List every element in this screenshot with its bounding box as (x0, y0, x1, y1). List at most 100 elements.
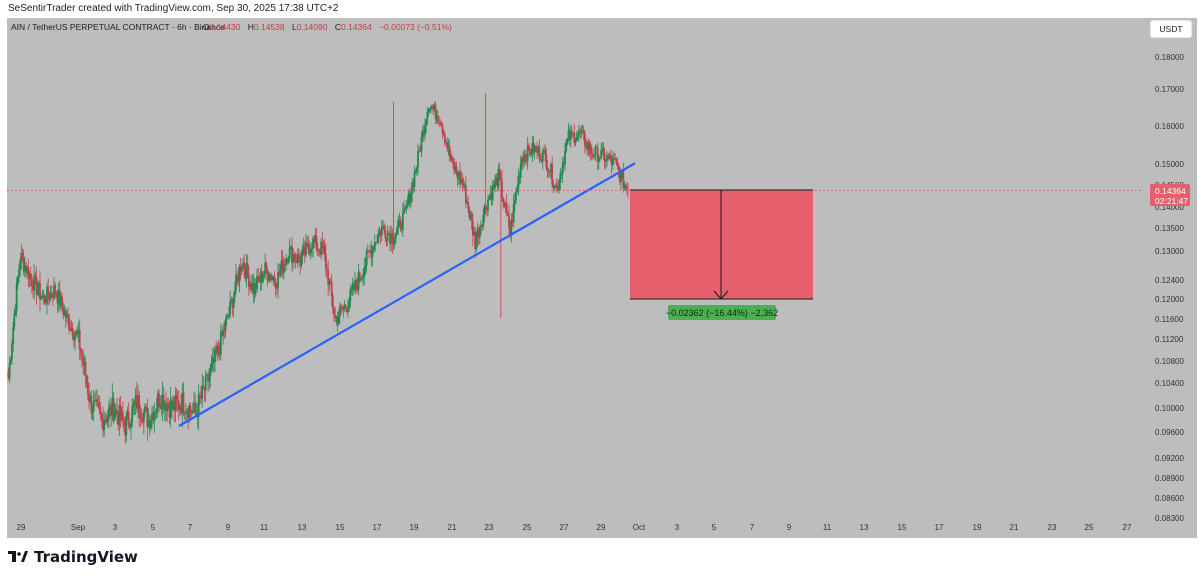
candle-body (475, 238, 478, 250)
candle-body (183, 412, 186, 414)
footer: TradingView (8, 546, 138, 568)
candle-body (106, 416, 109, 423)
currency-badge[interactable]: USDT (1149, 19, 1193, 39)
candle-body (120, 411, 123, 420)
candle-body (231, 299, 234, 308)
candle-body (434, 104, 437, 119)
candle-body (334, 315, 337, 318)
trendline[interactable] (178, 162, 636, 427)
candle-body (340, 306, 342, 308)
candle-body (159, 403, 162, 408)
time-axis-label: 5 (712, 523, 717, 532)
candle-body (370, 250, 373, 258)
candle-body (389, 234, 391, 244)
candle-body (436, 116, 439, 122)
time-axis-label: 7 (750, 523, 755, 532)
candle-body (580, 131, 583, 133)
tradingview-logo-icon (8, 551, 28, 562)
tradingview-brand: TradingView (34, 548, 138, 566)
candle-body (207, 374, 209, 382)
price-axis[interactable]: 0.18000 0.17000 0.16000 0.15000 0.13500 0.130… (1155, 53, 1184, 523)
price-axis-label: 0.12400 (1155, 276, 1184, 285)
candle-body (319, 250, 321, 255)
time-axis-label: 9 (787, 523, 792, 532)
candle-body (312, 238, 314, 249)
candle-body (222, 329, 225, 336)
candle-body (329, 280, 332, 283)
time-axis-label: 15 (898, 523, 907, 532)
candle-body (201, 385, 204, 399)
candle-body (187, 410, 190, 419)
candle-body (275, 288, 278, 289)
candle-body (494, 181, 496, 189)
price-axis-label: 0.10800 (1155, 357, 1184, 366)
candle-body (60, 296, 62, 307)
measure-label-background (668, 305, 776, 320)
time-axis-label: 21 (448, 523, 457, 532)
candle-body (124, 424, 127, 436)
candle-body (142, 411, 145, 423)
candle-body (592, 154, 594, 157)
candle-body (209, 368, 212, 377)
candle-body (140, 418, 143, 420)
candle-body (74, 334, 76, 341)
candle-body (568, 130, 571, 141)
candle-body (285, 258, 288, 266)
candle-body (125, 416, 128, 436)
candle-body (53, 285, 55, 298)
chart-background[interactable] (7, 18, 1197, 538)
candle-body (547, 170, 550, 172)
candle-body (211, 357, 214, 364)
price-axis-label: 0.08300 (1155, 514, 1184, 523)
candle-body (300, 256, 303, 266)
candle-body (431, 106, 433, 108)
candle-body (46, 286, 48, 304)
candle-body (306, 242, 309, 244)
candle-body (552, 184, 555, 188)
candle-body (361, 276, 363, 280)
candle-body (56, 295, 59, 304)
candle-body (78, 329, 81, 349)
candle-body (608, 155, 611, 159)
price-chart[interactable]: −0.02362 (−16.44%) −2,362 AIN / TetherUS… (7, 18, 1197, 538)
candle-body (406, 203, 409, 206)
candle-body (585, 145, 587, 149)
candle-body (160, 403, 163, 410)
candle-body (490, 193, 493, 201)
candle-body (134, 395, 137, 403)
candle-body (401, 213, 404, 231)
candle-body (487, 199, 489, 211)
candle-body (474, 231, 477, 250)
candle-body (539, 158, 542, 160)
candle-body (400, 229, 403, 231)
candle-body (203, 387, 206, 391)
candle-body (446, 142, 449, 149)
price-axis-label: 0.16000 (1155, 122, 1184, 131)
candle-body (266, 269, 269, 281)
candle-body (397, 220, 400, 228)
candle-body (309, 248, 312, 254)
candle-body (225, 315, 228, 320)
price-axis-label: 0.13000 (1155, 247, 1184, 256)
candle-body (305, 242, 307, 256)
time-axis-label: 11 (260, 523, 269, 532)
candle-body (247, 274, 250, 287)
candle-body (72, 337, 75, 341)
candle-body (543, 150, 545, 152)
candle-body (336, 316, 339, 324)
candle-body (41, 296, 44, 297)
candle-body (533, 146, 536, 153)
candle-body (186, 410, 188, 412)
candle-body (473, 231, 475, 236)
time-axis[interactable]: 29 Sep 3 5 7 9 11 13 15 17 19 21 23 25 27 29 Oct 3 5 7 9 11 13… (17, 523, 1132, 532)
candle-body (526, 145, 529, 161)
time-axis-label: 23 (1048, 523, 1057, 532)
candle-body (422, 130, 425, 135)
candle-body (302, 246, 305, 250)
tradingview-logo[interactable]: TradingView (8, 548, 138, 566)
candle-body (404, 208, 407, 210)
candle-body (366, 250, 369, 252)
measure-arrow-head (713, 290, 729, 300)
time-axis-label: 25 (1085, 523, 1094, 532)
candle-body (505, 203, 508, 213)
